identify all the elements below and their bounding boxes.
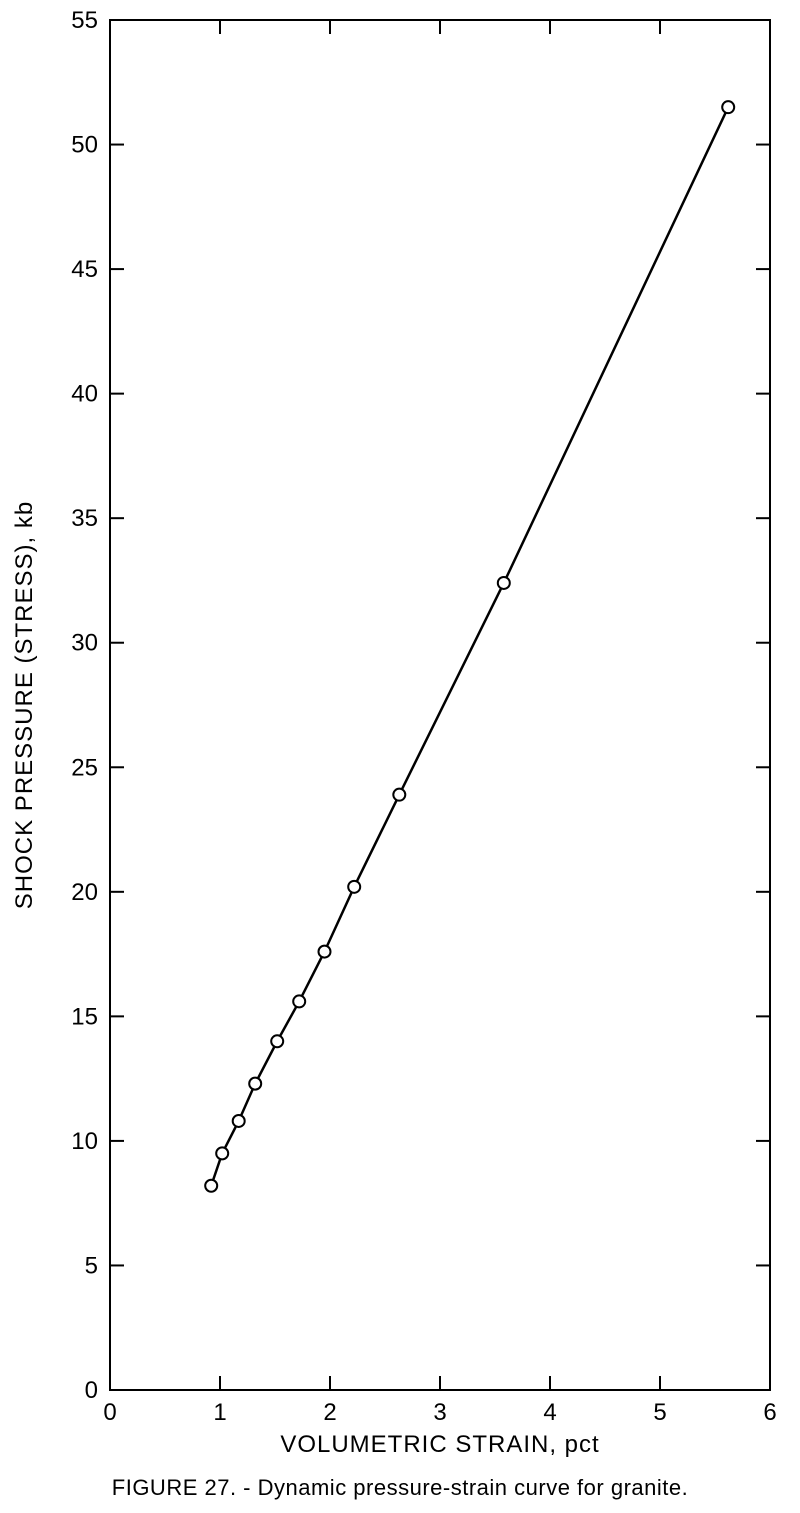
- svg-text:30: 30: [71, 630, 98, 657]
- svg-text:50: 50: [71, 132, 98, 159]
- svg-text:3: 3: [433, 1399, 446, 1426]
- svg-text:VOLUMETRIC STRAIN, pct: VOLUMETRIC STRAIN, pct: [280, 1431, 599, 1458]
- svg-text:SHOCK PRESSURE (STRESS), kb: SHOCK PRESSURE (STRESS), kb: [11, 501, 38, 909]
- svg-text:5: 5: [85, 1252, 98, 1279]
- svg-text:15: 15: [71, 1003, 98, 1030]
- svg-text:0: 0: [85, 1377, 98, 1404]
- svg-text:25: 25: [71, 754, 98, 781]
- svg-text:2: 2: [323, 1399, 336, 1426]
- svg-text:45: 45: [71, 256, 98, 283]
- svg-text:55: 55: [71, 7, 98, 34]
- figure-caption: FIGURE 27. - Dynamic pressure-strain cur…: [0, 1475, 800, 1501]
- figure: 01234560510152025303540455055VOLUMETRIC …: [0, 0, 800, 1513]
- svg-text:10: 10: [71, 1128, 98, 1155]
- svg-text:0: 0: [103, 1399, 116, 1426]
- svg-text:20: 20: [71, 879, 98, 906]
- svg-text:35: 35: [71, 505, 98, 532]
- svg-text:5: 5: [653, 1399, 666, 1426]
- pressure-strain-chart: 01234560510152025303540455055VOLUMETRIC …: [0, 0, 800, 1513]
- svg-text:4: 4: [543, 1399, 556, 1426]
- svg-text:6: 6: [763, 1399, 776, 1426]
- svg-text:40: 40: [71, 381, 98, 408]
- svg-text:1: 1: [213, 1399, 226, 1426]
